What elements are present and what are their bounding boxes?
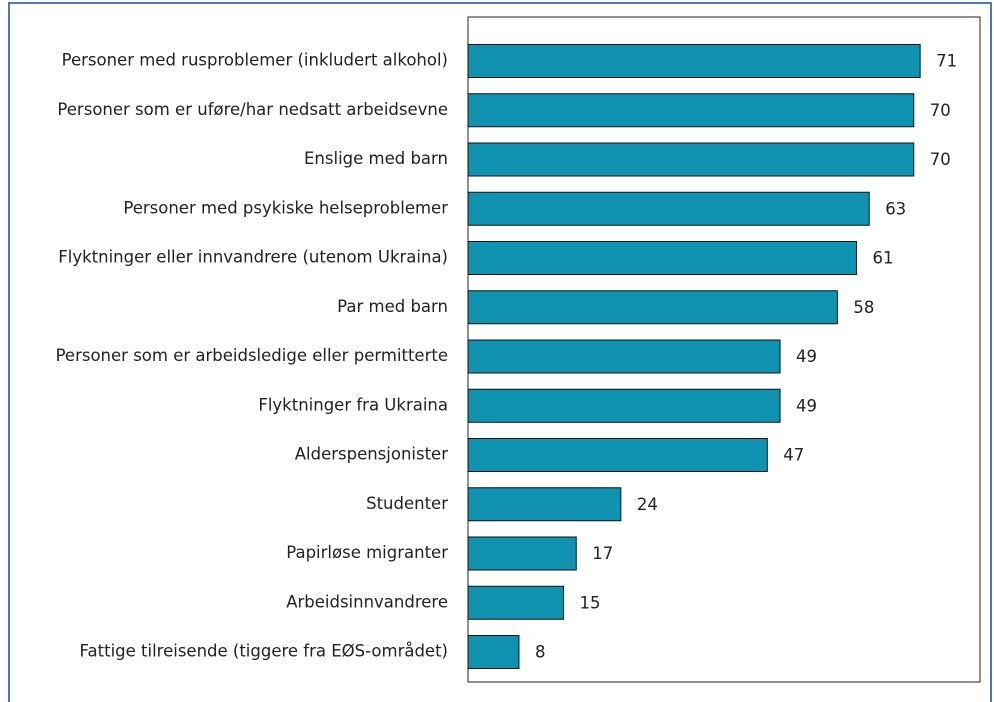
value-label: 71 [936, 52, 957, 71]
category-label: Fattige tilreisende (tiggere fra EØS-omr… [80, 642, 448, 661]
category-label: Personer med rusproblemer (inkludert alk… [62, 51, 448, 70]
bar [467, 585, 565, 620]
bar [467, 438, 768, 472]
bar [467, 93, 915, 128]
value-label: 47 [783, 446, 804, 465]
bar [467, 191, 870, 226]
value-label: 61 [872, 249, 893, 268]
category-label: Flyktninger fra Ukraina [258, 395, 448, 414]
value-label: 8 [535, 643, 546, 662]
bar [467, 635, 520, 669]
value-label: 70 [930, 150, 951, 169]
category-label: Alderspensjonister [295, 445, 448, 464]
bar [467, 388, 781, 423]
value-label: 49 [796, 347, 817, 366]
bar [467, 339, 781, 374]
bar [467, 536, 577, 571]
category-label: Studenter [366, 494, 448, 513]
bar [467, 241, 857, 275]
value-label: 17 [592, 544, 613, 563]
category-label: Arbeidsinnvandrere [286, 592, 448, 611]
category-label: Flyktninger eller innvandrere (utenom Uk… [58, 248, 448, 267]
value-label: 15 [580, 593, 601, 612]
value-label: 24 [637, 495, 658, 514]
category-label: Enslige med barn [304, 149, 448, 168]
bar [467, 487, 622, 522]
category-label: Par med barn [337, 297, 448, 316]
value-label: 70 [930, 101, 951, 120]
category-label: Papirløse migranter [286, 543, 448, 562]
value-label: 49 [796, 396, 817, 415]
bar [467, 290, 838, 325]
category-label: Personer med psykiske helseproblemer [123, 198, 448, 217]
category-label: Personer som er uføre/har nedsatt arbeid… [57, 100, 448, 119]
bar [467, 44, 921, 78]
value-label: 58 [853, 298, 874, 317]
value-label: 63 [885, 199, 906, 218]
page-frame [8, 2, 992, 702]
bar [467, 142, 915, 177]
category-label: Personer som er arbeidsledige eller perm… [56, 346, 448, 365]
